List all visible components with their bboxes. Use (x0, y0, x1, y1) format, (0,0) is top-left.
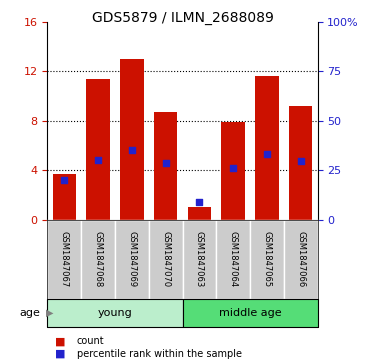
Text: age: age (19, 308, 40, 318)
Point (298, 158, 304, 164)
Text: ▶: ▶ (46, 308, 53, 318)
Text: GSM1847068: GSM1847068 (93, 232, 103, 287)
Text: GSM1847066: GSM1847066 (296, 232, 305, 287)
Bar (182, 299, 318, 327)
Bar (250, 220, 284, 299)
Bar (284, 220, 318, 299)
Text: GSM1847070: GSM1847070 (161, 232, 170, 287)
Bar (120, 59, 144, 220)
Bar (47, 299, 182, 327)
Text: percentile rank within the sample: percentile rank within the sample (77, 349, 242, 359)
Point (196, 199, 202, 205)
Text: GDS5879 / ILMN_2688089: GDS5879 / ILMN_2688089 (92, 11, 273, 25)
Text: ■: ■ (55, 336, 65, 346)
Bar (154, 112, 177, 220)
Text: ■: ■ (55, 349, 65, 359)
Bar (86, 79, 110, 220)
Text: GSM1847069: GSM1847069 (127, 232, 137, 287)
Bar (115, 220, 149, 299)
Text: GSM1847064: GSM1847064 (228, 232, 238, 287)
Bar (53, 174, 76, 220)
Bar (182, 220, 216, 299)
Point (129, 147, 135, 153)
Bar (289, 106, 312, 220)
Text: GSM1847067: GSM1847067 (60, 232, 69, 287)
Text: count: count (77, 336, 104, 346)
Bar (188, 207, 211, 220)
Bar (255, 76, 279, 220)
Bar (47, 220, 81, 299)
Point (230, 165, 236, 171)
Text: GSM1847065: GSM1847065 (262, 232, 272, 287)
Text: GSM1847063: GSM1847063 (195, 232, 204, 287)
Point (95, 158, 101, 163)
Point (163, 160, 169, 166)
Point (61, 177, 67, 183)
Bar (149, 220, 182, 299)
Bar (81, 220, 115, 299)
Text: young: young (97, 308, 132, 318)
Bar (216, 220, 250, 299)
Bar (221, 122, 245, 220)
Point (264, 151, 270, 157)
Text: middle age: middle age (219, 308, 281, 318)
